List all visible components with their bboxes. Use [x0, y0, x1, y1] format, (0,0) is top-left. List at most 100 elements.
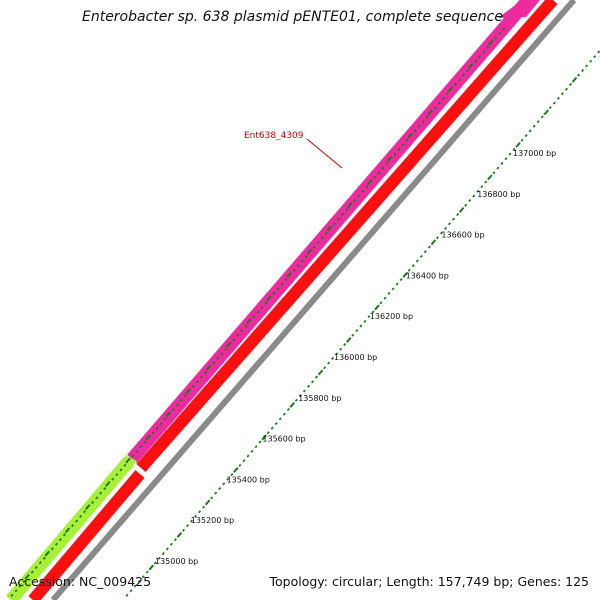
- inner-minor-tick: [556, 96, 560, 100]
- inner-minor-tick: [500, 161, 504, 166]
- outer-minor-tick: [385, 161, 389, 166]
- inner-minor-tick: [165, 547, 169, 551]
- outer-minor-tick: [191, 384, 195, 388]
- outer-minor-tick: [377, 171, 381, 175]
- outer-major-tick: [326, 225, 333, 232]
- outer-minor-tick: [244, 324, 248, 328]
- outer-minor-tick: [212, 361, 216, 365]
- feature-magenta-gene: [127, 0, 533, 464]
- inner-minor-tick: [226, 477, 230, 481]
- outer-minor-tick: [75, 519, 79, 523]
- inner-minor-tick: [476, 189, 480, 193]
- inner-minor-tick: [444, 226, 447, 230]
- outer-major-tick: [266, 295, 272, 302]
- feature-red-upper: [136, 0, 558, 472]
- inner-minor-tick: [198, 510, 202, 514]
- outer-minor-tick: [111, 477, 115, 481]
- inner-minor-tick: [371, 310, 375, 314]
- outer-major-tick: [367, 179, 373, 185]
- outer-minor-tick: [365, 185, 369, 189]
- outer-minor-tick: [38, 561, 42, 565]
- outer-minor-tick: [433, 106, 437, 110]
- outer-minor-tick: [79, 514, 83, 518]
- outer-minor-tick: [196, 380, 199, 384]
- outer-minor-tick: [498, 31, 502, 35]
- inner-minor-tick: [254, 445, 258, 449]
- outer-minor-tick: [103, 486, 107, 491]
- outer-minor-tick: [441, 96, 445, 100]
- outer-minor-tick: [183, 394, 187, 398]
- inner-minor-tick: [435, 236, 439, 240]
- outer-minor-tick: [175, 403, 179, 407]
- inner-major-tick: [204, 499, 211, 506]
- inner-minor-tick: [306, 384, 310, 388]
- inner-minor-tick: [367, 315, 371, 319]
- outer-minor-tick: [58, 538, 62, 542]
- outer-minor-tick: [280, 282, 284, 286]
- inner-minor-tick: [294, 398, 298, 402]
- outer-minor-tick: [304, 254, 308, 258]
- outer-minor-tick: [54, 542, 58, 546]
- inner-minor-tick: [182, 528, 185, 532]
- outer-minor-tick: [325, 231, 328, 235]
- inner-minor-tick: [161, 552, 165, 556]
- outer-major-tick: [24, 573, 30, 580]
- inner-minor-tick: [157, 556, 161, 560]
- outer-major-tick: [488, 39, 494, 46]
- inner-minor-tick: [339, 347, 343, 351]
- outer-minor-tick: [119, 468, 123, 472]
- inner-minor-tick: [419, 254, 423, 258]
- inner-minor-tick: [468, 199, 472, 203]
- outer-major-tick: [286, 271, 292, 278]
- inner-minor-tick: [351, 333, 355, 337]
- outer-minor-tick: [421, 120, 425, 124]
- outer-minor-tick: [260, 305, 264, 309]
- outer-tick-marks: [10, 27, 506, 597]
- inner-minor-tick: [145, 570, 149, 574]
- outer-minor-tick: [397, 147, 401, 152]
- inner-minor-tick: [246, 454, 250, 458]
- ruler-label: 135400 bp: [227, 475, 270, 484]
- outer-minor-tick: [62, 533, 66, 537]
- inner-minor-tick: [298, 394, 302, 398]
- inner-minor-tick: [274, 422, 278, 426]
- outer-minor-tick: [131, 454, 135, 458]
- inner-minor-tick: [238, 463, 242, 467]
- inner-minor-tick: [581, 69, 585, 73]
- outer-minor-tick: [163, 417, 167, 421]
- inner-major-tick: [176, 532, 183, 538]
- inner-minor-tick: [282, 412, 286, 416]
- inner-minor-tick: [577, 73, 581, 77]
- inner-minor-tick: [415, 259, 419, 263]
- inner-minor-tick: [129, 589, 133, 593]
- outer-minor-tick: [240, 329, 244, 333]
- inner-minor-tick: [452, 217, 456, 221]
- inner-minor-tick: [569, 82, 572, 86]
- outer-minor-tick: [91, 500, 95, 505]
- inner-minor-tick: [548, 106, 552, 110]
- outer-minor-tick: [159, 422, 163, 426]
- outer-major-tick: [64, 527, 71, 534]
- inner-major-tick: [289, 402, 296, 408]
- inner-minor-tick: [186, 524, 189, 528]
- outer-minor-tick: [10, 593, 14, 597]
- inner-minor-tick: [524, 133, 528, 138]
- outer-minor-tick: [123, 463, 127, 467]
- accession-text: Accession: NC_009425: [9, 574, 152, 589]
- inner-minor-tick: [552, 101, 556, 105]
- outer-minor-tick: [256, 310, 260, 314]
- outer-minor-tick: [95, 496, 99, 500]
- inner-minor-tick: [315, 375, 318, 379]
- gene-label-leader: [306, 138, 343, 169]
- inner-minor-tick: [464, 203, 468, 207]
- inner-major-tick: [261, 434, 267, 441]
- outer-minor-tick: [413, 129, 417, 133]
- feature-magenta-arrowhead: [498, 0, 540, 18]
- inner-minor-tick: [210, 496, 214, 500]
- inner-major-tick: [374, 304, 380, 311]
- outer-minor-tick: [494, 36, 498, 40]
- inner-minor-tick: [230, 473, 234, 477]
- outer-major-tick: [246, 318, 252, 325]
- inner-minor-tick: [399, 277, 403, 282]
- inner-major-tick: [430, 239, 437, 246]
